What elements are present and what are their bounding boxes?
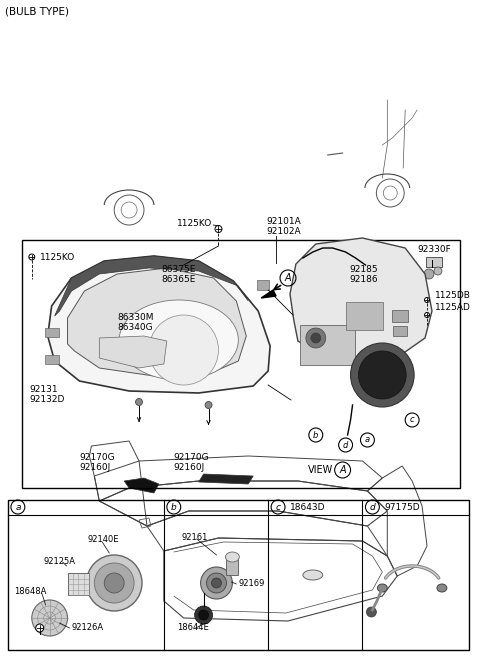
Text: c: c <box>276 502 281 512</box>
Bar <box>68 573 89 595</box>
Text: d: d <box>343 440 348 449</box>
Text: 1125AD: 1125AD <box>435 304 471 312</box>
Circle shape <box>206 573 227 593</box>
Text: 92185: 92185 <box>349 266 378 274</box>
Polygon shape <box>48 256 270 393</box>
Text: 18648A: 18648A <box>14 588 46 596</box>
Text: (BULB TYPE): (BULB TYPE) <box>5 7 69 17</box>
Polygon shape <box>261 290 276 298</box>
Text: A: A <box>339 465 346 475</box>
Text: 92126A: 92126A <box>72 623 104 632</box>
Text: 92125A: 92125A <box>44 556 76 565</box>
Bar <box>22 240 460 488</box>
Bar <box>45 328 59 337</box>
Text: 97175D: 97175D <box>384 502 420 512</box>
Polygon shape <box>124 478 159 493</box>
Polygon shape <box>99 336 167 368</box>
Circle shape <box>135 398 143 405</box>
Bar <box>426 257 442 267</box>
Text: 92170G: 92170G <box>174 453 209 462</box>
Bar <box>227 557 239 575</box>
Circle shape <box>350 343 414 407</box>
Text: 92169: 92169 <box>239 579 264 588</box>
Circle shape <box>32 600 68 636</box>
Bar <box>346 302 384 330</box>
Text: 86365E: 86365E <box>161 276 195 285</box>
Circle shape <box>95 563 134 603</box>
Bar <box>300 325 355 365</box>
Text: 92160J: 92160J <box>80 464 111 472</box>
Circle shape <box>199 610 208 620</box>
Text: d: d <box>370 502 375 512</box>
Text: 1125KO: 1125KO <box>40 253 75 262</box>
Circle shape <box>424 269 434 279</box>
Text: 92161: 92161 <box>182 533 208 541</box>
Text: A: A <box>285 273 291 283</box>
Text: 86330M: 86330M <box>117 314 154 323</box>
Circle shape <box>149 315 218 385</box>
Text: b: b <box>171 502 177 512</box>
Circle shape <box>359 351 406 399</box>
Text: 18644E: 18644E <box>177 623 208 632</box>
Polygon shape <box>99 305 111 318</box>
Text: 1125KO: 1125KO <box>177 220 212 228</box>
Text: 92140E: 92140E <box>87 535 119 544</box>
Text: VIEW: VIEW <box>308 465 333 475</box>
Text: a: a <box>15 502 21 512</box>
Circle shape <box>86 555 142 611</box>
Text: 92160J: 92160J <box>174 464 205 472</box>
Text: 92131: 92131 <box>30 386 59 394</box>
Text: 92132D: 92132D <box>30 396 65 405</box>
Text: 92102A: 92102A <box>266 226 301 236</box>
Ellipse shape <box>437 584 447 592</box>
Text: 92170G: 92170G <box>80 453 115 462</box>
Ellipse shape <box>377 584 387 592</box>
Circle shape <box>212 578 221 588</box>
Polygon shape <box>290 238 432 358</box>
Circle shape <box>205 401 212 409</box>
Bar <box>257 280 269 290</box>
Text: 92186: 92186 <box>349 276 378 285</box>
Circle shape <box>311 333 321 343</box>
Circle shape <box>201 567 232 599</box>
Circle shape <box>195 606 213 624</box>
Bar <box>45 355 59 364</box>
Text: 86340G: 86340G <box>117 323 153 333</box>
Circle shape <box>306 328 326 348</box>
Bar <box>393 326 407 336</box>
Circle shape <box>424 298 430 302</box>
Polygon shape <box>55 256 248 316</box>
Ellipse shape <box>303 570 323 580</box>
Polygon shape <box>199 474 253 484</box>
Bar <box>8 500 469 650</box>
Text: c: c <box>410 415 414 424</box>
Text: 1125DB: 1125DB <box>435 291 471 300</box>
Text: 18643D: 18643D <box>290 502 325 512</box>
Circle shape <box>434 267 442 275</box>
Circle shape <box>366 607 376 617</box>
Bar <box>392 310 408 322</box>
Text: b: b <box>313 430 319 440</box>
Text: a: a <box>365 436 370 445</box>
Polygon shape <box>68 268 246 376</box>
Circle shape <box>215 226 222 232</box>
Circle shape <box>424 312 430 318</box>
Circle shape <box>104 573 124 593</box>
Ellipse shape <box>226 552 240 562</box>
Ellipse shape <box>119 300 239 380</box>
Circle shape <box>36 624 44 632</box>
Text: 92101A: 92101A <box>266 216 301 226</box>
Text: 86375E: 86375E <box>161 266 195 274</box>
Text: 92330F: 92330F <box>417 245 451 253</box>
Circle shape <box>29 254 35 260</box>
